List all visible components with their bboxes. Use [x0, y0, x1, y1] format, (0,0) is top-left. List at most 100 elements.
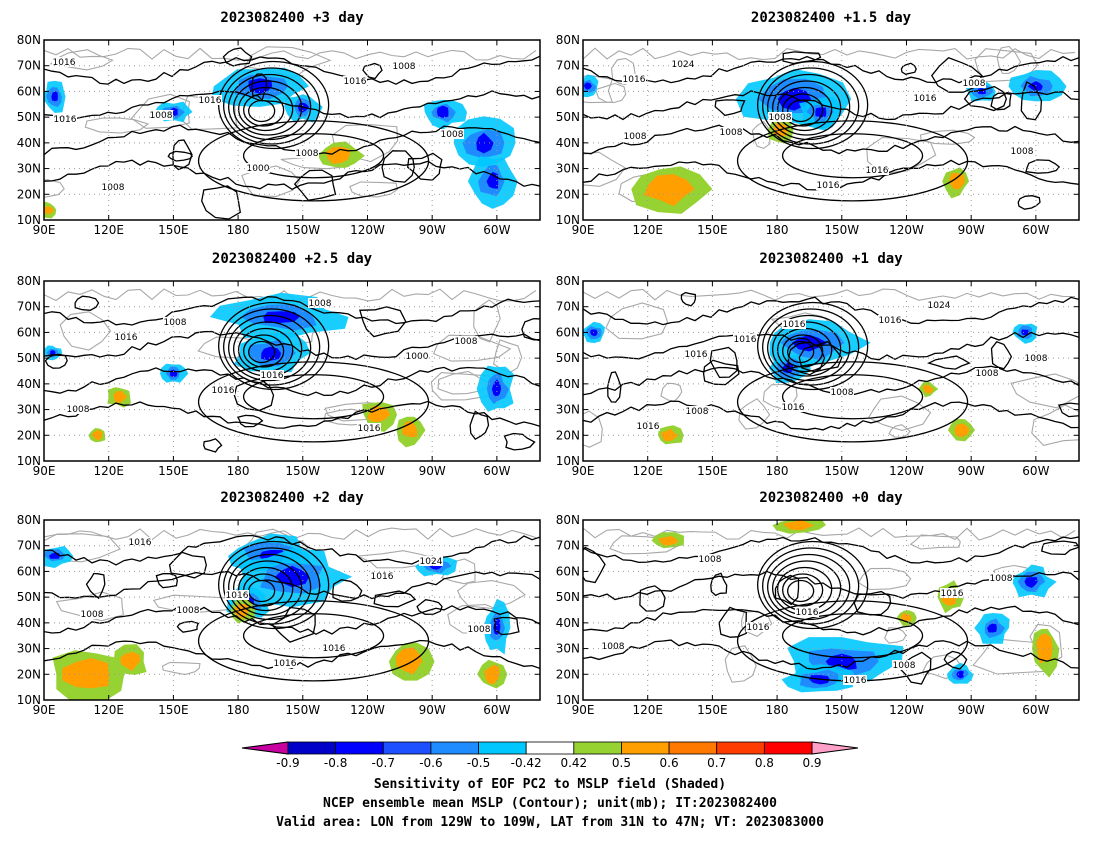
isobar-label: 1016	[199, 96, 222, 106]
map-frame	[43, 39, 541, 221]
coastline	[919, 129, 976, 145]
isobar-label-bg	[601, 641, 625, 651]
isobar	[233, 560, 303, 616]
isobar-label-bg	[843, 675, 867, 685]
isobar-label: 1016	[734, 335, 757, 345]
isobar	[172, 139, 193, 171]
y-tick-label: 10N	[556, 213, 580, 227]
negative-sensitivity-peak	[987, 623, 997, 633]
colorbar-segment	[478, 741, 527, 755]
negative-sensitivity-peak	[50, 350, 56, 356]
isobar	[767, 314, 851, 382]
colorbar-label: -0.5	[467, 756, 490, 770]
isobar	[407, 152, 443, 181]
x-tick-label: 120E	[632, 464, 663, 478]
isobar-label: 1008	[1025, 354, 1048, 364]
isobar-label-bg	[733, 334, 757, 344]
isobar-label: 1008	[81, 610, 104, 620]
isobar	[583, 296, 1079, 326]
isobar	[583, 400, 1079, 431]
y-tick-label: 70N	[17, 300, 41, 314]
isobar-label-bg	[782, 319, 806, 329]
y-tick-label: 80N	[556, 513, 580, 527]
isobar	[201, 185, 242, 220]
grid	[583, 281, 1079, 461]
isobar	[714, 99, 746, 117]
isobar	[718, 606, 747, 638]
coastline	[161, 661, 201, 676]
map-frame	[582, 280, 1080, 462]
isobar-label-bg	[198, 95, 222, 105]
x-tick-label: 120E	[93, 223, 124, 237]
x-tick-label: 90W	[419, 223, 446, 237]
isobar-label-bg	[53, 114, 77, 124]
colorbar-label: 0.5	[612, 756, 631, 770]
negative-sensitivity-peak	[791, 334, 828, 352]
coastline	[44, 527, 537, 541]
x-tick-label: 150E	[697, 464, 728, 478]
isobar	[228, 553, 312, 621]
positive-sensitivity-core	[660, 428, 679, 441]
x-tick-label: 180	[227, 223, 250, 237]
isobar-label-bg	[246, 163, 270, 173]
isobar	[223, 547, 321, 625]
isobar-label-bg	[878, 315, 902, 325]
isobar-label-bg	[260, 370, 284, 380]
isobar	[44, 534, 540, 566]
mslp-contours	[44, 534, 540, 682]
isobar	[777, 86, 833, 132]
isobar-label-bg	[768, 112, 792, 122]
panel-title: 2023082400 +1 day	[759, 251, 903, 267]
isobar	[736, 361, 969, 443]
isobar	[680, 291, 697, 307]
x-tick-label: 150W	[824, 464, 859, 478]
y-tick-label: 10N	[17, 213, 41, 227]
x-tick-label: 60W	[1022, 223, 1049, 237]
isobar	[176, 620, 200, 633]
isobar	[248, 340, 276, 364]
positive-sensitivity-core	[44, 206, 54, 214]
isobar	[963, 85, 1007, 112]
y-tick-label: 80N	[17, 274, 41, 288]
x-tick-label: 90W	[419, 703, 446, 717]
coastline	[583, 410, 603, 448]
isobar	[44, 366, 540, 397]
x-tick-label: 60W	[1022, 703, 1049, 717]
isobar-label-bg	[962, 78, 986, 88]
isobar-label-bg	[405, 351, 429, 361]
isobar-label-bg	[176, 605, 200, 615]
coastline	[751, 120, 771, 150]
y-tick-label: 70N	[556, 59, 580, 73]
isobar	[381, 150, 415, 183]
panel-title: 2023082400 +2.5 day	[212, 251, 373, 267]
isobar-label: 1016	[371, 572, 394, 582]
y-tick-label: 60N	[556, 564, 580, 578]
positive-sensitivity-core	[325, 146, 350, 164]
colorbar-segment	[525, 741, 575, 755]
colorbar-label: 0.7	[707, 756, 726, 770]
coastline	[884, 627, 907, 644]
colorbar-label: -0.42	[511, 756, 542, 770]
isobar	[44, 296, 540, 326]
y-tick-label: 40N	[17, 377, 41, 391]
isobar	[702, 359, 740, 386]
isobar	[762, 308, 860, 386]
map-frame	[43, 519, 541, 701]
x-tick-label: 120E	[632, 223, 663, 237]
isobar-label: 1008	[686, 407, 709, 417]
map-content: 1016 1008 1000 1016 1008 1008 1016 1008 1008 1016	[44, 40, 540, 220]
isobar-label: 1016	[53, 58, 76, 68]
isobar	[44, 604, 540, 636]
colorbar-segment	[621, 741, 670, 755]
isobar-label-bg	[1010, 146, 1034, 156]
colorbar: -0.9 -0.8 -0.7 -0.6 -0.5 -0.42 0.42 0.5 0.6 0.7 0.…	[241, 741, 859, 770]
coastline	[432, 334, 512, 362]
isobar-label-bg	[322, 643, 346, 653]
colorbar-segment	[335, 741, 384, 755]
negative-sensitivity-peak	[261, 346, 281, 361]
caption: Sensitivity of EOF PC2 to MSLP field (Sh…	[0, 775, 1100, 832]
map-content: 1016 1008 1016 1016 1008 1024 1008 1016 1008 1008	[583, 40, 1079, 220]
negative-sensitivity-peak	[436, 105, 449, 118]
negative-sensitivity-peak	[1021, 329, 1030, 336]
isobar	[767, 553, 851, 621]
